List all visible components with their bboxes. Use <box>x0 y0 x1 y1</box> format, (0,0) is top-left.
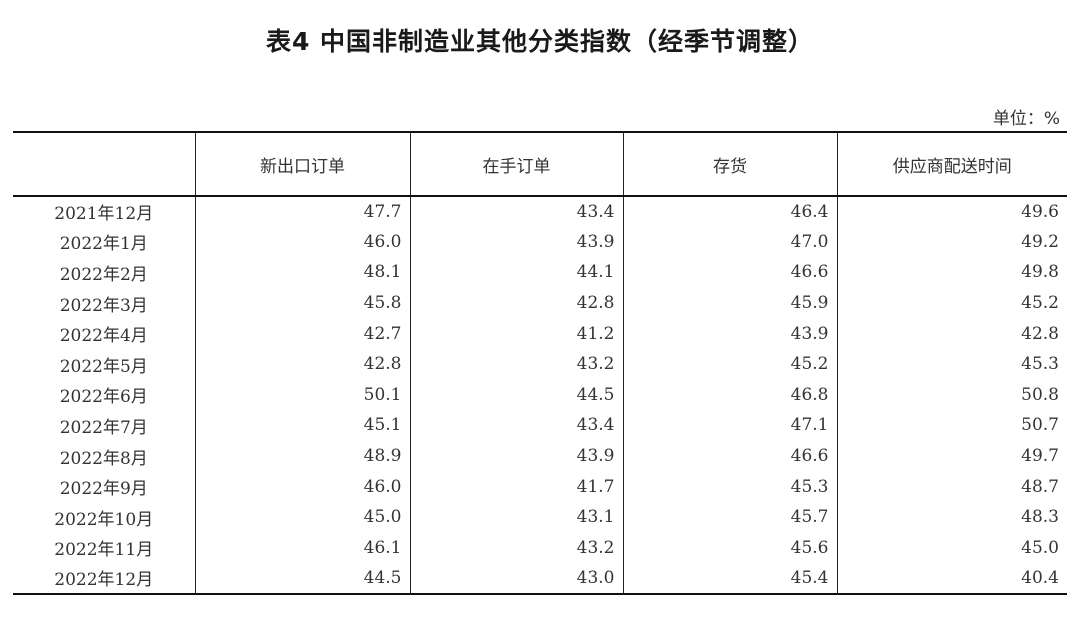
value-cell: 46.6 <box>622 257 837 288</box>
value-cell: 49.6 <box>836 196 1067 227</box>
table-row: 2022年3月 45.8 42.8 45.9 45.2 <box>13 287 1067 319</box>
value-cell: 43.4 <box>409 196 623 227</box>
value-cell: 44.5 <box>409 379 623 411</box>
value-cell: 43.2 <box>409 532 623 564</box>
value-cell: 48.1 <box>194 257 410 288</box>
period-cell: 2022年1月 <box>59 234 148 255</box>
period-cell: 2022年3月 <box>59 295 148 316</box>
header-row: 新出口订单 在手订单 存货 供应商配送时间 <box>13 131 1067 197</box>
header-supplier-delivery-time: 供应商配送时间 <box>836 131 1067 197</box>
value-cell: 43.0 <box>409 563 623 595</box>
value-cell: 41.7 <box>409 471 623 502</box>
period-cell: 2022年11月 <box>54 540 154 561</box>
period-cell: 2022年6月 <box>59 387 148 408</box>
value-cell: 45.3 <box>836 348 1067 380</box>
value-cell: 50.7 <box>836 410 1067 441</box>
value-cell: 45.7 <box>622 501 837 533</box>
value-cell: 43.2 <box>409 348 623 380</box>
header-new-export-orders: 新出口订单 <box>194 131 410 197</box>
period-cell: 2022年7月 <box>59 417 148 438</box>
period-cell: 2022年10月 <box>54 509 154 530</box>
value-cell: 44.5 <box>194 563 410 595</box>
value-cell: 43.4 <box>409 410 623 441</box>
value-cell: 50.8 <box>836 379 1067 411</box>
value-cell: 45.0 <box>836 532 1067 564</box>
table-body: 2021年12月 47.7 43.4 46.4 49.6 2022年1月 46.0 43.9 4… <box>13 196 1067 595</box>
value-cell: 46.1 <box>194 532 410 564</box>
period-cell: 2022年12月 <box>13 563 195 595</box>
table-row: 2022年8月 48.9 43.9 46.6 49.7 <box>13 440 1067 472</box>
value-cell: 49.2 <box>836 226 1067 258</box>
value-cell: 45.3 <box>622 471 837 502</box>
table-row: 2022年10月 45.0 43.1 45.7 48.3 <box>13 501 1067 533</box>
value-cell: 45.1 <box>194 410 410 441</box>
value-cell: 46.0 <box>194 471 410 502</box>
table-header: 新出口订单 在手订单 存货 供应商配送时间 <box>13 131 1067 197</box>
header-period <box>13 131 195 197</box>
value-cell: 43.9 <box>409 440 623 472</box>
value-cell: 45.4 <box>622 563 837 595</box>
period-cell: 2022年8月 <box>59 448 148 469</box>
value-cell: 46.8 <box>622 379 837 411</box>
table-row: 2022年1月 46.0 43.9 47.0 49.2 <box>13 226 1067 258</box>
value-cell: 45.0 <box>194 501 410 533</box>
value-cell: 42.8 <box>194 348 410 380</box>
value-cell: 43.9 <box>622 318 837 349</box>
table-row: 2022年5月 42.8 43.2 45.2 45.3 <box>13 348 1067 380</box>
period-cell: 2022年4月 <box>59 326 148 347</box>
period-cell: 2022年5月 <box>59 356 148 377</box>
value-cell: 48.9 <box>194 440 410 472</box>
table-row: 2022年7月 45.1 43.4 47.1 50.7 <box>13 410 1067 441</box>
value-cell: 48.3 <box>836 501 1067 533</box>
value-cell: 43.1 <box>409 501 623 533</box>
table-row: 2022年9月 46.0 41.7 45.3 48.7 <box>13 471 1067 502</box>
index-table: 新出口订单 在手订单 存货 供应商配送时间 2021年12月 47.7 43.4 46… <box>13 131 1067 595</box>
value-cell: 42.8 <box>409 287 623 319</box>
table-row: 2022年12月 44.5 43.0 45.4 40.4 <box>13 563 1067 595</box>
value-cell: 45.9 <box>622 287 837 319</box>
value-cell: 47.7 <box>194 196 410 227</box>
table-row: 2022年4月 42.7 41.2 43.9 42.8 <box>13 318 1067 349</box>
value-cell: 42.8 <box>836 318 1067 349</box>
table-row: 2021年12月 47.7 43.4 46.4 49.6 <box>13 196 1067 227</box>
period-cell: 2021年12月 <box>54 204 154 225</box>
value-cell: 42.7 <box>194 318 410 349</box>
value-cell: 41.2 <box>409 318 623 349</box>
value-cell: 47.1 <box>622 410 837 441</box>
table-row: 2022年11月 46.1 43.2 45.6 45.0 <box>13 532 1067 564</box>
value-cell: 50.1 <box>194 379 410 411</box>
value-cell: 43.9 <box>409 226 623 258</box>
value-cell: 45.8 <box>194 287 410 319</box>
table-row: 2022年2月 48.1 44.1 46.6 49.8 <box>13 257 1067 288</box>
value-cell: 45.6 <box>622 532 837 564</box>
value-cell: 47.0 <box>622 226 837 258</box>
value-cell: 45.2 <box>836 287 1067 319</box>
table-row: 2022年6月 50.1 44.5 46.8 50.8 <box>13 379 1067 411</box>
period-cell: 2022年9月 <box>59 479 148 500</box>
header-inventory: 存货 <box>622 131 837 197</box>
value-cell: 49.7 <box>836 440 1067 472</box>
value-cell: 46.4 <box>622 196 837 227</box>
header-backlog-orders: 在手订单 <box>409 131 623 197</box>
value-cell: 45.2 <box>622 348 837 380</box>
value-cell: 44.1 <box>409 257 623 288</box>
table-title: 表4 中国非制造业其他分类指数（经季节调整） <box>265 27 815 56</box>
period-cell: 2022年2月 <box>59 264 148 285</box>
value-cell: 48.7 <box>836 471 1067 502</box>
value-cell: 49.8 <box>836 257 1067 288</box>
unit-label: 单位：% <box>992 109 1060 129</box>
value-cell: 40.4 <box>836 563 1067 595</box>
value-cell: 46.0 <box>194 226 410 258</box>
value-cell: 46.6 <box>622 440 837 472</box>
